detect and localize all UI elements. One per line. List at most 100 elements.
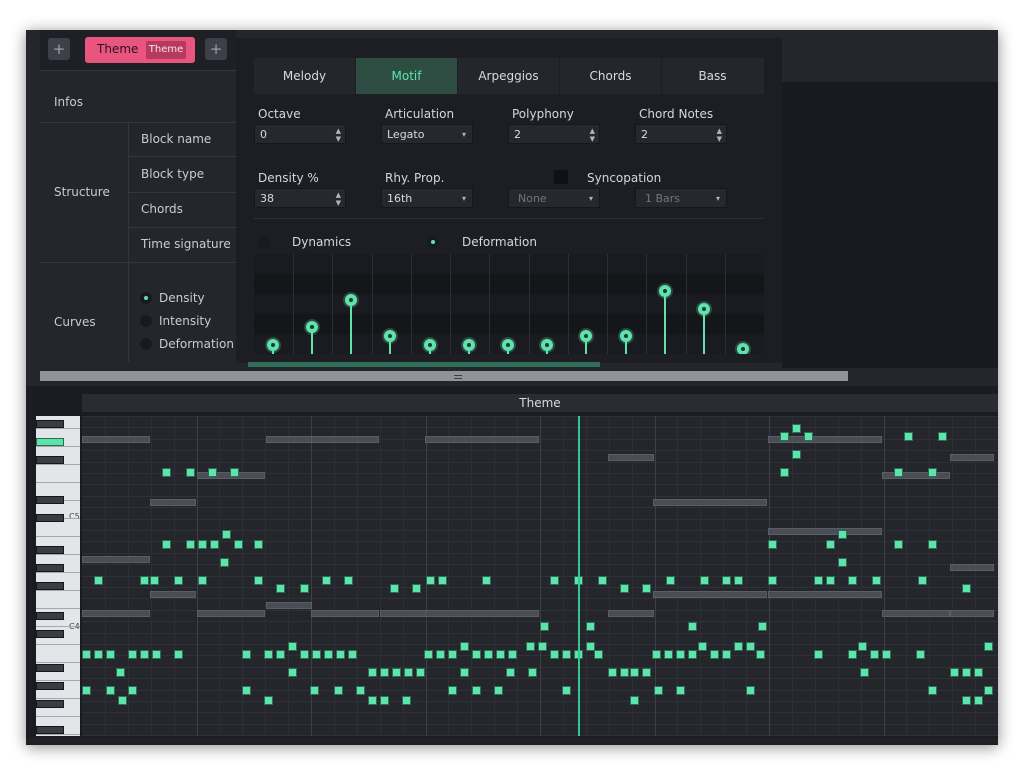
midi-note[interactable]: [780, 468, 789, 477]
add-block-right-button[interactable]: +: [205, 38, 227, 60]
midi-note[interactable]: [162, 540, 171, 549]
midi-note[interactable]: [722, 576, 731, 585]
curve-handle[interactable]: [267, 339, 279, 351]
midi-note[interactable]: [116, 668, 125, 677]
midi-note[interactable]: [746, 686, 755, 695]
midi-note[interactable]: [300, 650, 309, 659]
chord-notes-stepper[interactable]: 2 ▲ ▼: [635, 124, 727, 144]
stepper-arrows-icon[interactable]: ▲ ▼: [589, 127, 595, 143]
midi-note[interactable]: [82, 686, 91, 695]
black-key[interactable]: [36, 546, 64, 554]
midi-note[interactable]: [424, 650, 433, 659]
split-handle[interactable]: [40, 371, 848, 381]
midi-note[interactable]: [174, 576, 183, 585]
rhy-prop-select[interactable]: 16th ▾: [381, 188, 473, 208]
midi-note[interactable]: [94, 576, 103, 585]
midi-note[interactable]: [436, 650, 445, 659]
midi-note[interactable]: [312, 650, 321, 659]
midi-note[interactable]: [484, 650, 493, 659]
syncopation-type-select[interactable]: None ▾: [508, 188, 600, 208]
black-key[interactable]: [36, 582, 64, 590]
midi-note[interactable]: [482, 576, 491, 585]
midi-note[interactable]: [814, 650, 823, 659]
piano-keyboard[interactable]: C5 C4: [36, 416, 80, 736]
midi-note[interactable]: [472, 650, 481, 659]
midi-note[interactable]: [198, 576, 207, 585]
curve-handle[interactable]: [345, 294, 357, 306]
midi-note[interactable]: [974, 668, 983, 677]
midi-note[interactable]: [222, 530, 231, 539]
midi-note[interactable]: [860, 668, 869, 677]
curve-editor[interactable]: [254, 254, 764, 354]
curve-handle[interactable]: [737, 343, 749, 354]
midi-note[interactable]: [208, 468, 217, 477]
midi-note[interactable]: [288, 642, 297, 651]
midi-note[interactable]: [472, 686, 481, 695]
midi-note[interactable]: [198, 540, 207, 549]
black-key[interactable]: [36, 726, 64, 734]
midi-note[interactable]: [642, 668, 651, 677]
horizontal-scrollbar[interactable]: [26, 738, 998, 745]
intensity-radio[interactable]: [140, 315, 152, 327]
midi-note[interactable]: [974, 696, 983, 705]
midi-note[interactable]: [594, 650, 603, 659]
midi-note[interactable]: [460, 668, 469, 677]
midi-note[interactable]: [734, 642, 743, 651]
midi-note[interactable]: [538, 642, 547, 651]
midi-note[interactable]: [780, 432, 789, 441]
black-key[interactable]: [36, 612, 64, 620]
midi-note[interactable]: [928, 540, 937, 549]
tab-arpeggios[interactable]: Arpeggios: [458, 58, 560, 94]
midi-note[interactable]: [804, 432, 813, 441]
theme-block-tab[interactable]: Theme Theme: [85, 37, 195, 63]
midi-note[interactable]: [412, 584, 421, 593]
midi-note[interactable]: [288, 668, 297, 677]
midi-note[interactable]: [344, 576, 353, 585]
midi-note[interactable]: [118, 696, 127, 705]
midi-note[interactable]: [938, 432, 947, 441]
midi-note[interactable]: [392, 668, 401, 677]
chords-item[interactable]: Chords: [141, 202, 183, 216]
infos-label[interactable]: Infos: [54, 95, 83, 109]
midi-note[interactable]: [234, 540, 243, 549]
black-key[interactable]: [36, 514, 64, 522]
dynamics-radio[interactable]: [258, 236, 270, 248]
midi-note[interactable]: [768, 576, 777, 585]
midi-note[interactable]: [838, 558, 847, 567]
midi-note[interactable]: [826, 540, 835, 549]
midi-note[interactable]: [848, 650, 857, 659]
curve-handle[interactable]: [306, 321, 318, 333]
tab-chords[interactable]: Chords: [560, 58, 662, 94]
block-type-item[interactable]: Block type: [141, 167, 205, 181]
midi-note[interactable]: [768, 540, 777, 549]
curve-handle[interactable]: [541, 339, 553, 351]
midi-note[interactable]: [962, 696, 971, 705]
midi-note[interactable]: [664, 650, 673, 659]
black-key[interactable]: [36, 438, 64, 446]
midi-note[interactable]: [688, 650, 697, 659]
curve-handle[interactable]: [463, 339, 475, 351]
midi-note[interactable]: [128, 686, 137, 695]
midi-note[interactable]: [150, 576, 159, 585]
midi-note[interactable]: [756, 650, 765, 659]
theme-tab-badge[interactable]: Theme: [146, 41, 186, 59]
midi-note[interactable]: [356, 686, 365, 695]
midi-note[interactable]: [984, 642, 993, 651]
block-name-item[interactable]: Block name: [141, 132, 212, 146]
midi-note[interactable]: [254, 540, 263, 549]
black-key[interactable]: [36, 682, 64, 690]
midi-note[interactable]: [586, 622, 595, 631]
playhead[interactable]: [578, 416, 580, 736]
midi-note[interactable]: [300, 584, 309, 593]
midi-note[interactable]: [746, 642, 755, 651]
timeline-header[interactable]: Theme: [82, 394, 998, 412]
midi-note[interactable]: [494, 686, 503, 695]
midi-note[interactable]: [448, 686, 457, 695]
midi-note[interactable]: [276, 584, 285, 593]
midi-note[interactable]: [676, 650, 685, 659]
midi-note[interactable]: [550, 576, 559, 585]
midi-note[interactable]: [598, 576, 607, 585]
midi-note[interactable]: [448, 650, 457, 659]
midi-note[interactable]: [174, 650, 183, 659]
tab-motif[interactable]: Motif: [356, 58, 458, 94]
